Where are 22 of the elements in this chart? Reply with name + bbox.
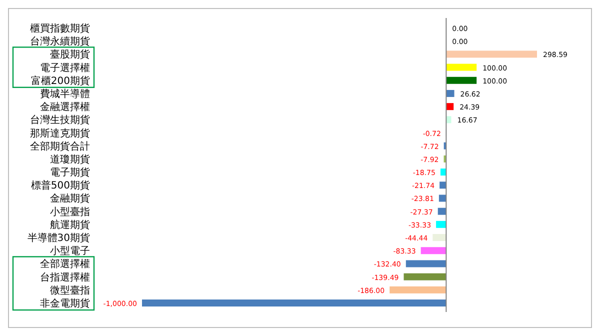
y-tick-label: 櫃買指數期貨 — [30, 22, 90, 34]
y-tick-label: 金融選擇權 — [40, 101, 90, 114]
y-tick-label: 金融期貨 — [50, 192, 90, 205]
y-tick-label: 那斯達克期貨 — [30, 127, 90, 140]
y-tick-label: 小型電子 — [50, 245, 90, 258]
y-tick-label: 台灣永續期貨 — [30, 36, 90, 48]
y-tick-label: 全部期貨合計 — [30, 140, 90, 152]
y-tick-label: 微型臺指 — [50, 284, 90, 296]
y-tick-label: 道瓊期貨 — [50, 153, 90, 166]
y-tick-label: 航運期貨 — [50, 218, 90, 231]
y-tick-label: 電子選擇權 — [40, 62, 90, 74]
y-tick-label: 標普500期貨 — [30, 180, 90, 192]
y-tick-label: 全部選擇權 — [40, 258, 90, 270]
y-tick-label: 非金電期貨 — [40, 298, 90, 310]
y-tick-label: 臺股期貨 — [50, 48, 90, 61]
y-tick-label: 小型臺指 — [50, 206, 90, 218]
y-tick-label: 富櫃200期貨 — [30, 74, 90, 87]
y-tick-label: 台指選擇權 — [40, 271, 90, 284]
y-tick-label: 費城半導體 — [40, 88, 90, 100]
y-tick-label: 台灣生技期貨 — [30, 114, 90, 126]
y-tick-label: 電子期貨 — [50, 166, 90, 179]
y-tick-label: 半導體30期貨 — [27, 232, 90, 244]
